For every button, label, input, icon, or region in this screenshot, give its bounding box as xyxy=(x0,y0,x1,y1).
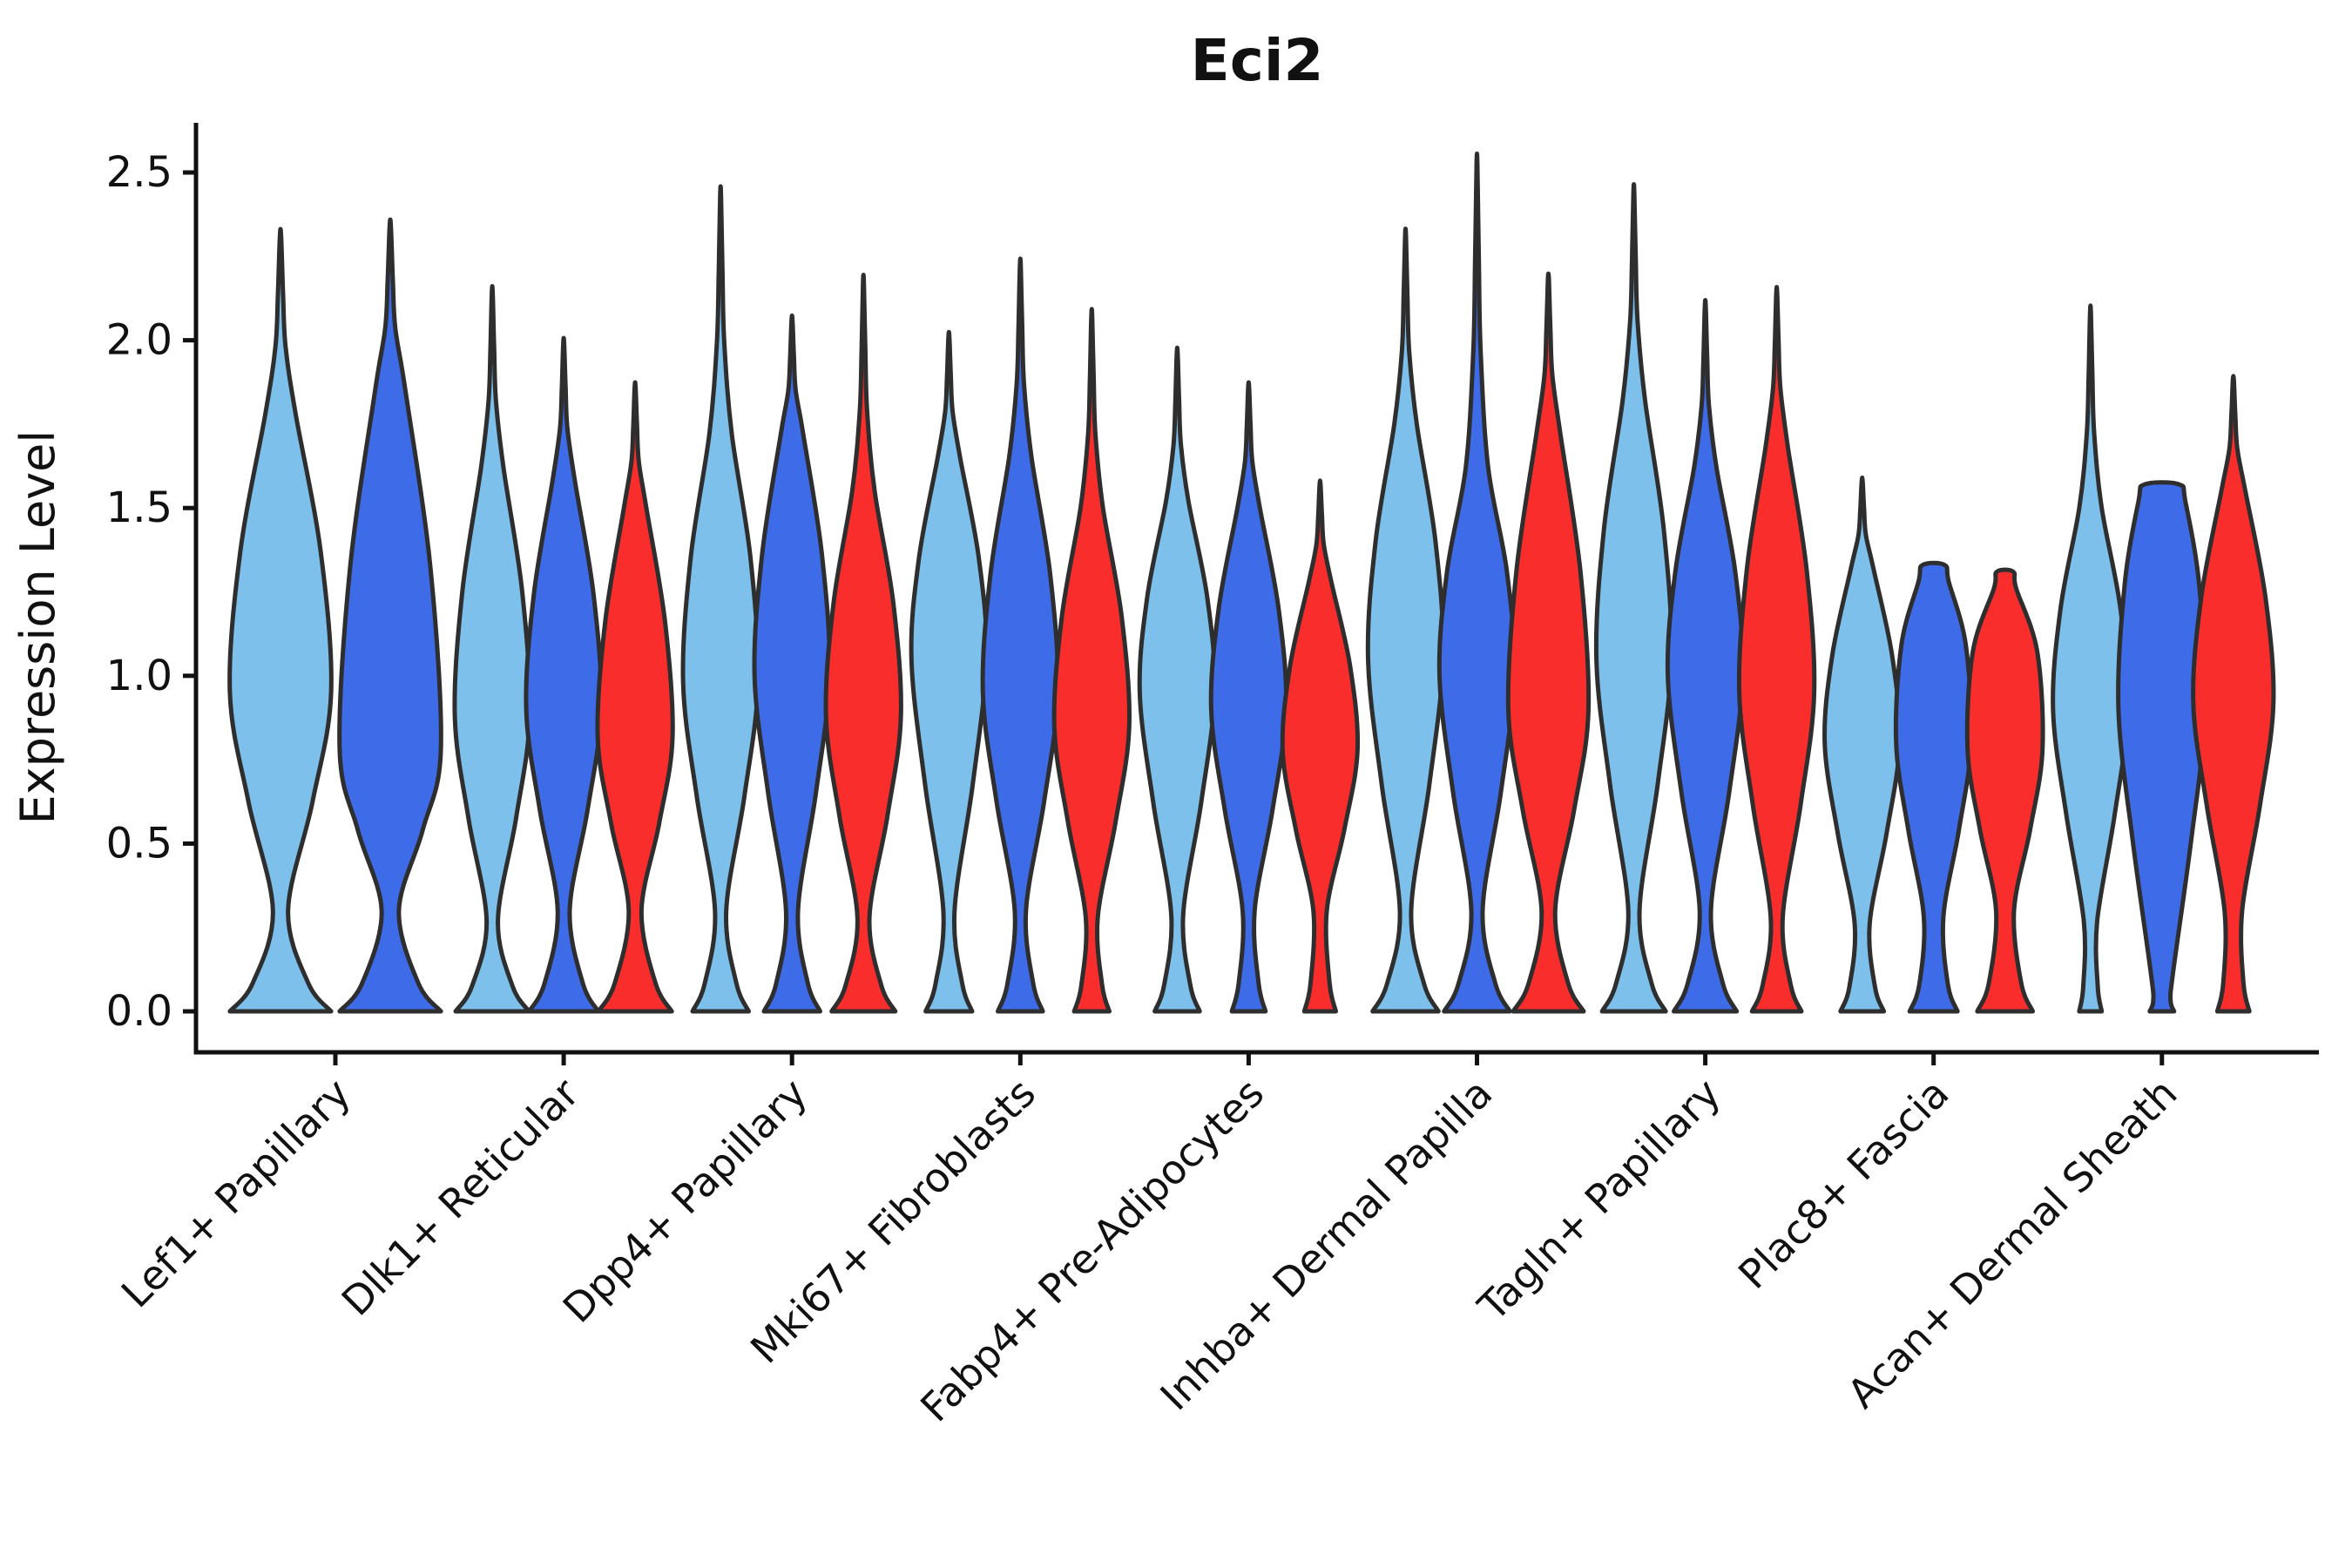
violin-layer xyxy=(227,151,2276,1014)
violin-mki67-fibroblasts-royalblue xyxy=(980,256,1060,1014)
violin-plac8-fascia-royalblue xyxy=(1893,560,1974,1014)
violin-fabp4-pre-adipocytes-royalblue xyxy=(1208,380,1289,1014)
y-axis-label: Expression Level xyxy=(10,430,65,825)
x-tick-label: Tagln+ Papillary xyxy=(1469,1070,1730,1331)
y-tick-label: 1.5 xyxy=(106,483,172,532)
violin-dlk1-reticular-skyblue xyxy=(452,284,532,1014)
violin-fabp4-pre-adipocytes-skyblue xyxy=(1137,345,1218,1014)
x-tick-label: Lef1+ Papillary xyxy=(112,1070,360,1317)
x-tick-label: Plac8+ Fascia xyxy=(1729,1070,1957,1298)
y-tick-label: 2.0 xyxy=(106,316,172,365)
violin-plac8-fascia-red xyxy=(1964,567,2045,1014)
violin-tagln-papillary-royalblue xyxy=(1665,298,1746,1014)
violin-tagln-papillary-red xyxy=(1736,285,1817,1014)
violin-dpp4-papillary-royalblue xyxy=(752,313,832,1014)
y-tick-label: 0.0 xyxy=(106,987,172,1036)
axes-layer xyxy=(183,123,2319,1065)
violin-acan-dermal-sheath-red xyxy=(2191,374,2276,1014)
violin-mki67-fibroblasts-skyblue xyxy=(909,329,989,1014)
chart-title: Eci2 xyxy=(1191,27,1324,94)
violin-lef1-papillary-royalblue xyxy=(337,217,443,1014)
x-tick-label: Dlk1+ Reticular xyxy=(333,1070,588,1325)
violin-inhba-dermal-papilla-skyblue xyxy=(1365,226,1446,1014)
violin-fabp4-pre-adipocytes-red xyxy=(1280,478,1361,1014)
violin-dlk1-reticular-red xyxy=(595,380,675,1014)
violin-mki67-fibroblasts-red xyxy=(1051,307,1132,1014)
violin-dlk1-reticular-royalblue xyxy=(524,335,604,1014)
y-tick-label: 2.5 xyxy=(106,148,172,197)
violin-dpp4-papillary-skyblue xyxy=(680,184,760,1014)
violin-dpp4-papillary-red xyxy=(823,273,903,1014)
violin-inhba-dermal-papilla-royalblue xyxy=(1436,151,1517,1014)
y-tick-label: 0.5 xyxy=(106,819,172,868)
x-tick-label: Dpp4+ Papillary xyxy=(554,1070,816,1332)
violin-acan-dermal-sheath-royalblue xyxy=(2116,480,2208,1014)
violin-plac8-fascia-skyblue xyxy=(1822,475,1903,1014)
violin-acan-dermal-sheath-skyblue xyxy=(2051,303,2131,1014)
violin-lef1-papillary-skyblue xyxy=(227,226,334,1014)
y-tick-label: 1.0 xyxy=(106,652,172,700)
violin-inhba-dermal-papilla-red xyxy=(1505,271,1592,1014)
violin-tagln-papillary-skyblue xyxy=(1593,182,1674,1014)
